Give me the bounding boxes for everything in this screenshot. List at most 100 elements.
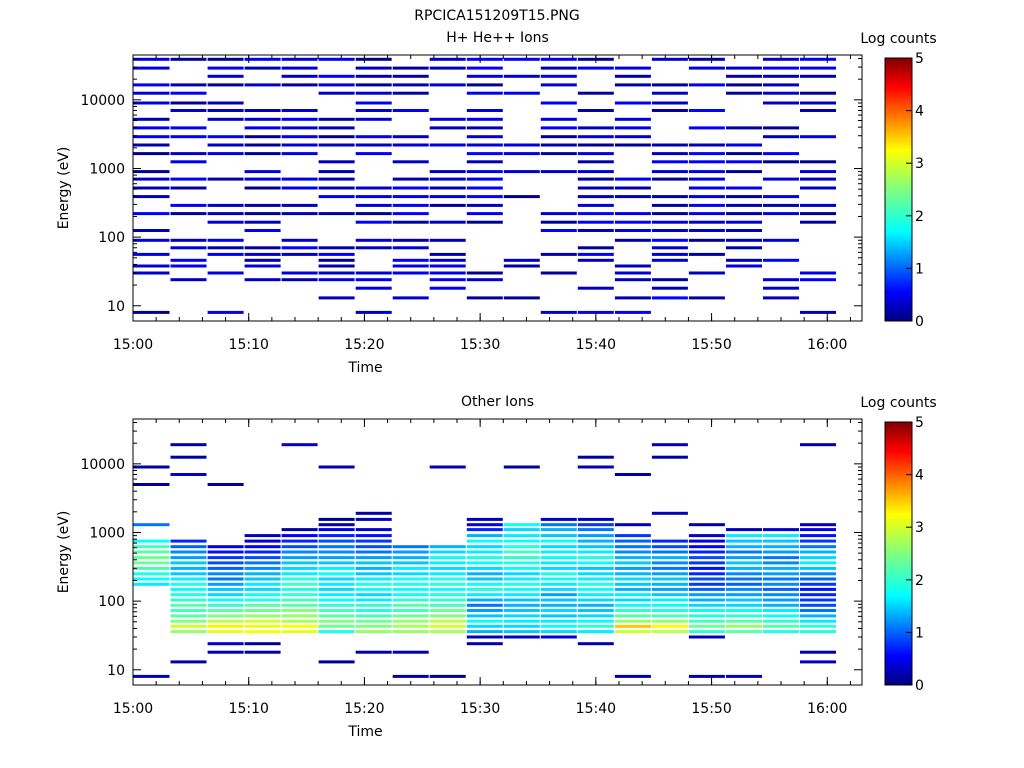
- spectrogram-cell: [688, 126, 725, 130]
- spectrogram-cell: [577, 246, 614, 250]
- spectrogram-cell: [170, 212, 207, 216]
- spectrogram-cell: [577, 609, 614, 612]
- spectrogram-cell: [318, 143, 355, 147]
- spectrogram-cell: [355, 511, 392, 515]
- spectrogram-cell: [726, 203, 762, 207]
- spectrogram-cell: [207, 310, 244, 314]
- spectrogram-cell: [170, 630, 207, 634]
- spectrogram-cell: [207, 483, 244, 486]
- spectrogram-cell: [577, 593, 614, 597]
- spectrogram-cell: [466, 220, 503, 224]
- spectrogram-cell: [318, 186, 355, 190]
- spectrogram-cell: [244, 598, 281, 602]
- spectrogram-cell: [244, 252, 281, 256]
- spectrogram-cell: [651, 455, 688, 459]
- spectrogram-cell: [355, 630, 392, 634]
- spectrogram-cell: [540, 550, 577, 554]
- spectrogram-cell: [318, 117, 355, 121]
- spectrogram-cell: [170, 109, 207, 112]
- spectrogram-cell: [466, 556, 503, 560]
- spectrogram-cell: [466, 561, 503, 565]
- spectrogram-cell: [133, 561, 170, 565]
- spectrogram-cell: [688, 572, 725, 576]
- spectrogram-cell: [429, 577, 466, 581]
- spectrogram-cell: [244, 619, 281, 623]
- spectrogram-cell: [429, 550, 466, 554]
- spectrogram-cell: [800, 550, 836, 554]
- figure-title: RPCICA151209T15.PNG: [414, 8, 579, 24]
- spectrogram-cell: [355, 550, 392, 554]
- spectrogram-cell: [763, 534, 799, 538]
- spectrogram-cell: [540, 220, 577, 224]
- spectrogram-cell: [281, 252, 318, 256]
- spectrogram-cell: [614, 674, 651, 678]
- spectrogram-cell: [577, 229, 614, 232]
- spectrogram-cell: [355, 517, 392, 521]
- spectrogram-cell: [429, 238, 466, 242]
- spectrogram-cell: [503, 528, 540, 532]
- spectrogram-cell: [800, 609, 836, 612]
- spectrogram-cell: [800, 310, 836, 314]
- spectrogram-cell: [133, 186, 170, 190]
- spectrogram-cell: [763, 630, 799, 634]
- colorbar-tick-label: 3: [915, 520, 924, 536]
- spectrogram-cell: [466, 109, 503, 112]
- spectrogram-cell: [577, 561, 614, 565]
- spectrogram-cell: [466, 630, 503, 634]
- spectrogram-cell: [651, 614, 688, 618]
- spectrogram-cell: [392, 561, 429, 565]
- spectrogram-cell: [170, 572, 207, 576]
- spectrogram-cell: [540, 534, 577, 538]
- spectrogram-cell: [763, 624, 799, 628]
- spectrogram-cell: [355, 572, 392, 576]
- panel-title: Other Ions: [461, 394, 534, 410]
- spectrogram-cell: [688, 143, 725, 147]
- spectrogram-cell: [577, 642, 614, 646]
- spectrogram-cell: [540, 561, 577, 565]
- spectrogram-cell: [281, 246, 318, 250]
- spectrogram-cell: [688, 674, 725, 678]
- spectrogram-cell: [318, 609, 355, 612]
- spectrogram-cell: [577, 577, 614, 581]
- spectrogram-cell: [207, 582, 244, 586]
- spectrogram-cell: [318, 177, 355, 181]
- spectrogram-cell: [170, 598, 207, 602]
- spectrogram-cell: [651, 598, 688, 602]
- spectrogram-cell: [133, 212, 170, 216]
- spectrogram-cell: [763, 619, 799, 623]
- spectrogram-cell: [726, 170, 762, 174]
- spectrogram-cell: [503, 556, 540, 560]
- spectrogram-cell: [763, 160, 799, 164]
- spectrogram-cell: [355, 609, 392, 612]
- spectrogram-cell: [651, 582, 688, 586]
- spectrogram-cell: [318, 630, 355, 634]
- spectrogram-cell: [540, 624, 577, 628]
- spectrogram-cell: [651, 160, 688, 164]
- spectrogram-cell: [726, 229, 762, 232]
- spectrogram-cell: [763, 195, 799, 199]
- spectrogram-cell: [170, 609, 207, 612]
- spectrogram-cell: [170, 550, 207, 554]
- spectrogram-cell: [540, 252, 577, 256]
- spectrogram-cell: [355, 310, 392, 314]
- spectrogram-cell: [503, 593, 540, 597]
- spectrogram-cell: [133, 117, 170, 121]
- spectrogram-cell: [800, 91, 836, 95]
- spectrogram-cell: [763, 66, 799, 70]
- x-tick-label: 15:10: [229, 701, 269, 717]
- spectrogram-cell: [281, 556, 318, 560]
- spectrogram-cell: [318, 561, 355, 565]
- spectrogram-cell: [281, 203, 318, 207]
- spectrogram-cell: [133, 539, 170, 543]
- spectrogram-cell: [170, 473, 207, 476]
- spectrogram-cell: [133, 66, 170, 70]
- spectrogram-cell: [577, 310, 614, 314]
- spectrogram-cell: [614, 212, 651, 216]
- spectrogram-cell: [577, 252, 614, 256]
- x-tick-label: 15:30: [460, 701, 500, 717]
- spectrogram-cell: [651, 229, 688, 232]
- spectrogram-cell: [800, 101, 836, 105]
- spectrogram-cell: [207, 117, 244, 121]
- spectrogram-cell: [800, 598, 836, 602]
- spectrogram-cell: [540, 271, 577, 275]
